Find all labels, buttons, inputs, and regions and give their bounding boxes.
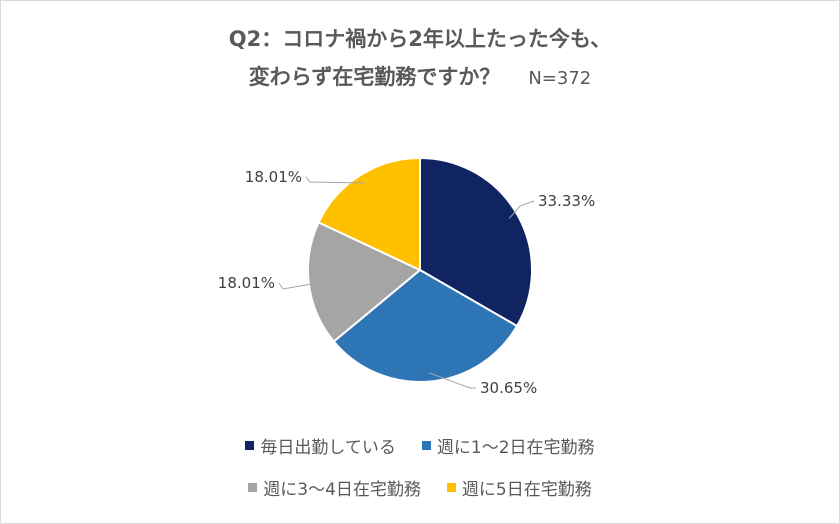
legend-item-3-4-days: 週に3〜4日在宅勤務 [248, 475, 421, 500]
sample-size-label: N=372 [528, 68, 592, 89]
legend-label: 週に1〜2日在宅勤務 [436, 437, 595, 458]
leader-line-1 [428, 372, 476, 389]
chart-title-question: 変わらず在宅勤務ですか？ [248, 65, 501, 89]
data-label-3: 18.01% [245, 168, 302, 186]
pie-slice-0 [419, 156, 533, 328]
leader-line-2 [278, 282, 318, 290]
leader-line-0 [508, 200, 535, 219]
legend-swatch [421, 440, 431, 450]
leader-line-3 [305, 176, 365, 184]
chart-title-line1: Q2：コロナ禍から2年以上たった今も、 [228, 27, 612, 51]
chart-legend: 毎日出勤している 週に1〜2日在宅勤務 週に3〜4日在宅勤務 週に5日在宅勤務 [0, 424, 840, 508]
legend-item-daily-office: 毎日出勤している [245, 433, 396, 458]
data-label-0: 33.33% [538, 192, 595, 210]
data-label-1: 30.65% [480, 379, 537, 397]
legend-label: 週に5日在宅勤務 [461, 479, 592, 500]
legend-swatch [248, 482, 258, 492]
legend-item-1-2-days: 週に1〜2日在宅勤務 [421, 433, 595, 458]
legend-swatch [446, 482, 456, 492]
legend-row-2: 週に3〜4日在宅勤務 週に5日在宅勤務 [0, 466, 840, 508]
pie-slice-3 [317, 156, 421, 272]
legend-label: 週に3〜4日在宅勤務 [263, 479, 421, 500]
legend-swatch [245, 440, 255, 450]
pie-slice-1 [332, 268, 519, 383]
chart-title: Q2：コロナ禍から2年以上たった今も、 変わらず在宅勤務ですか？ N=372 [0, 20, 840, 98]
chart-title-line2: 変わらず在宅勤務ですか？ N=372 [0, 58, 840, 98]
pie-chart: 33.33% 30.65% 18.01% 18.01% [218, 156, 595, 397]
legend-row-1: 毎日出勤している 週に1〜2日在宅勤務 [0, 424, 840, 466]
legend-item-5-days: 週に5日在宅勤務 [446, 475, 592, 500]
legend-label: 毎日出勤している [260, 437, 396, 458]
data-label-2: 18.01% [218, 274, 275, 292]
